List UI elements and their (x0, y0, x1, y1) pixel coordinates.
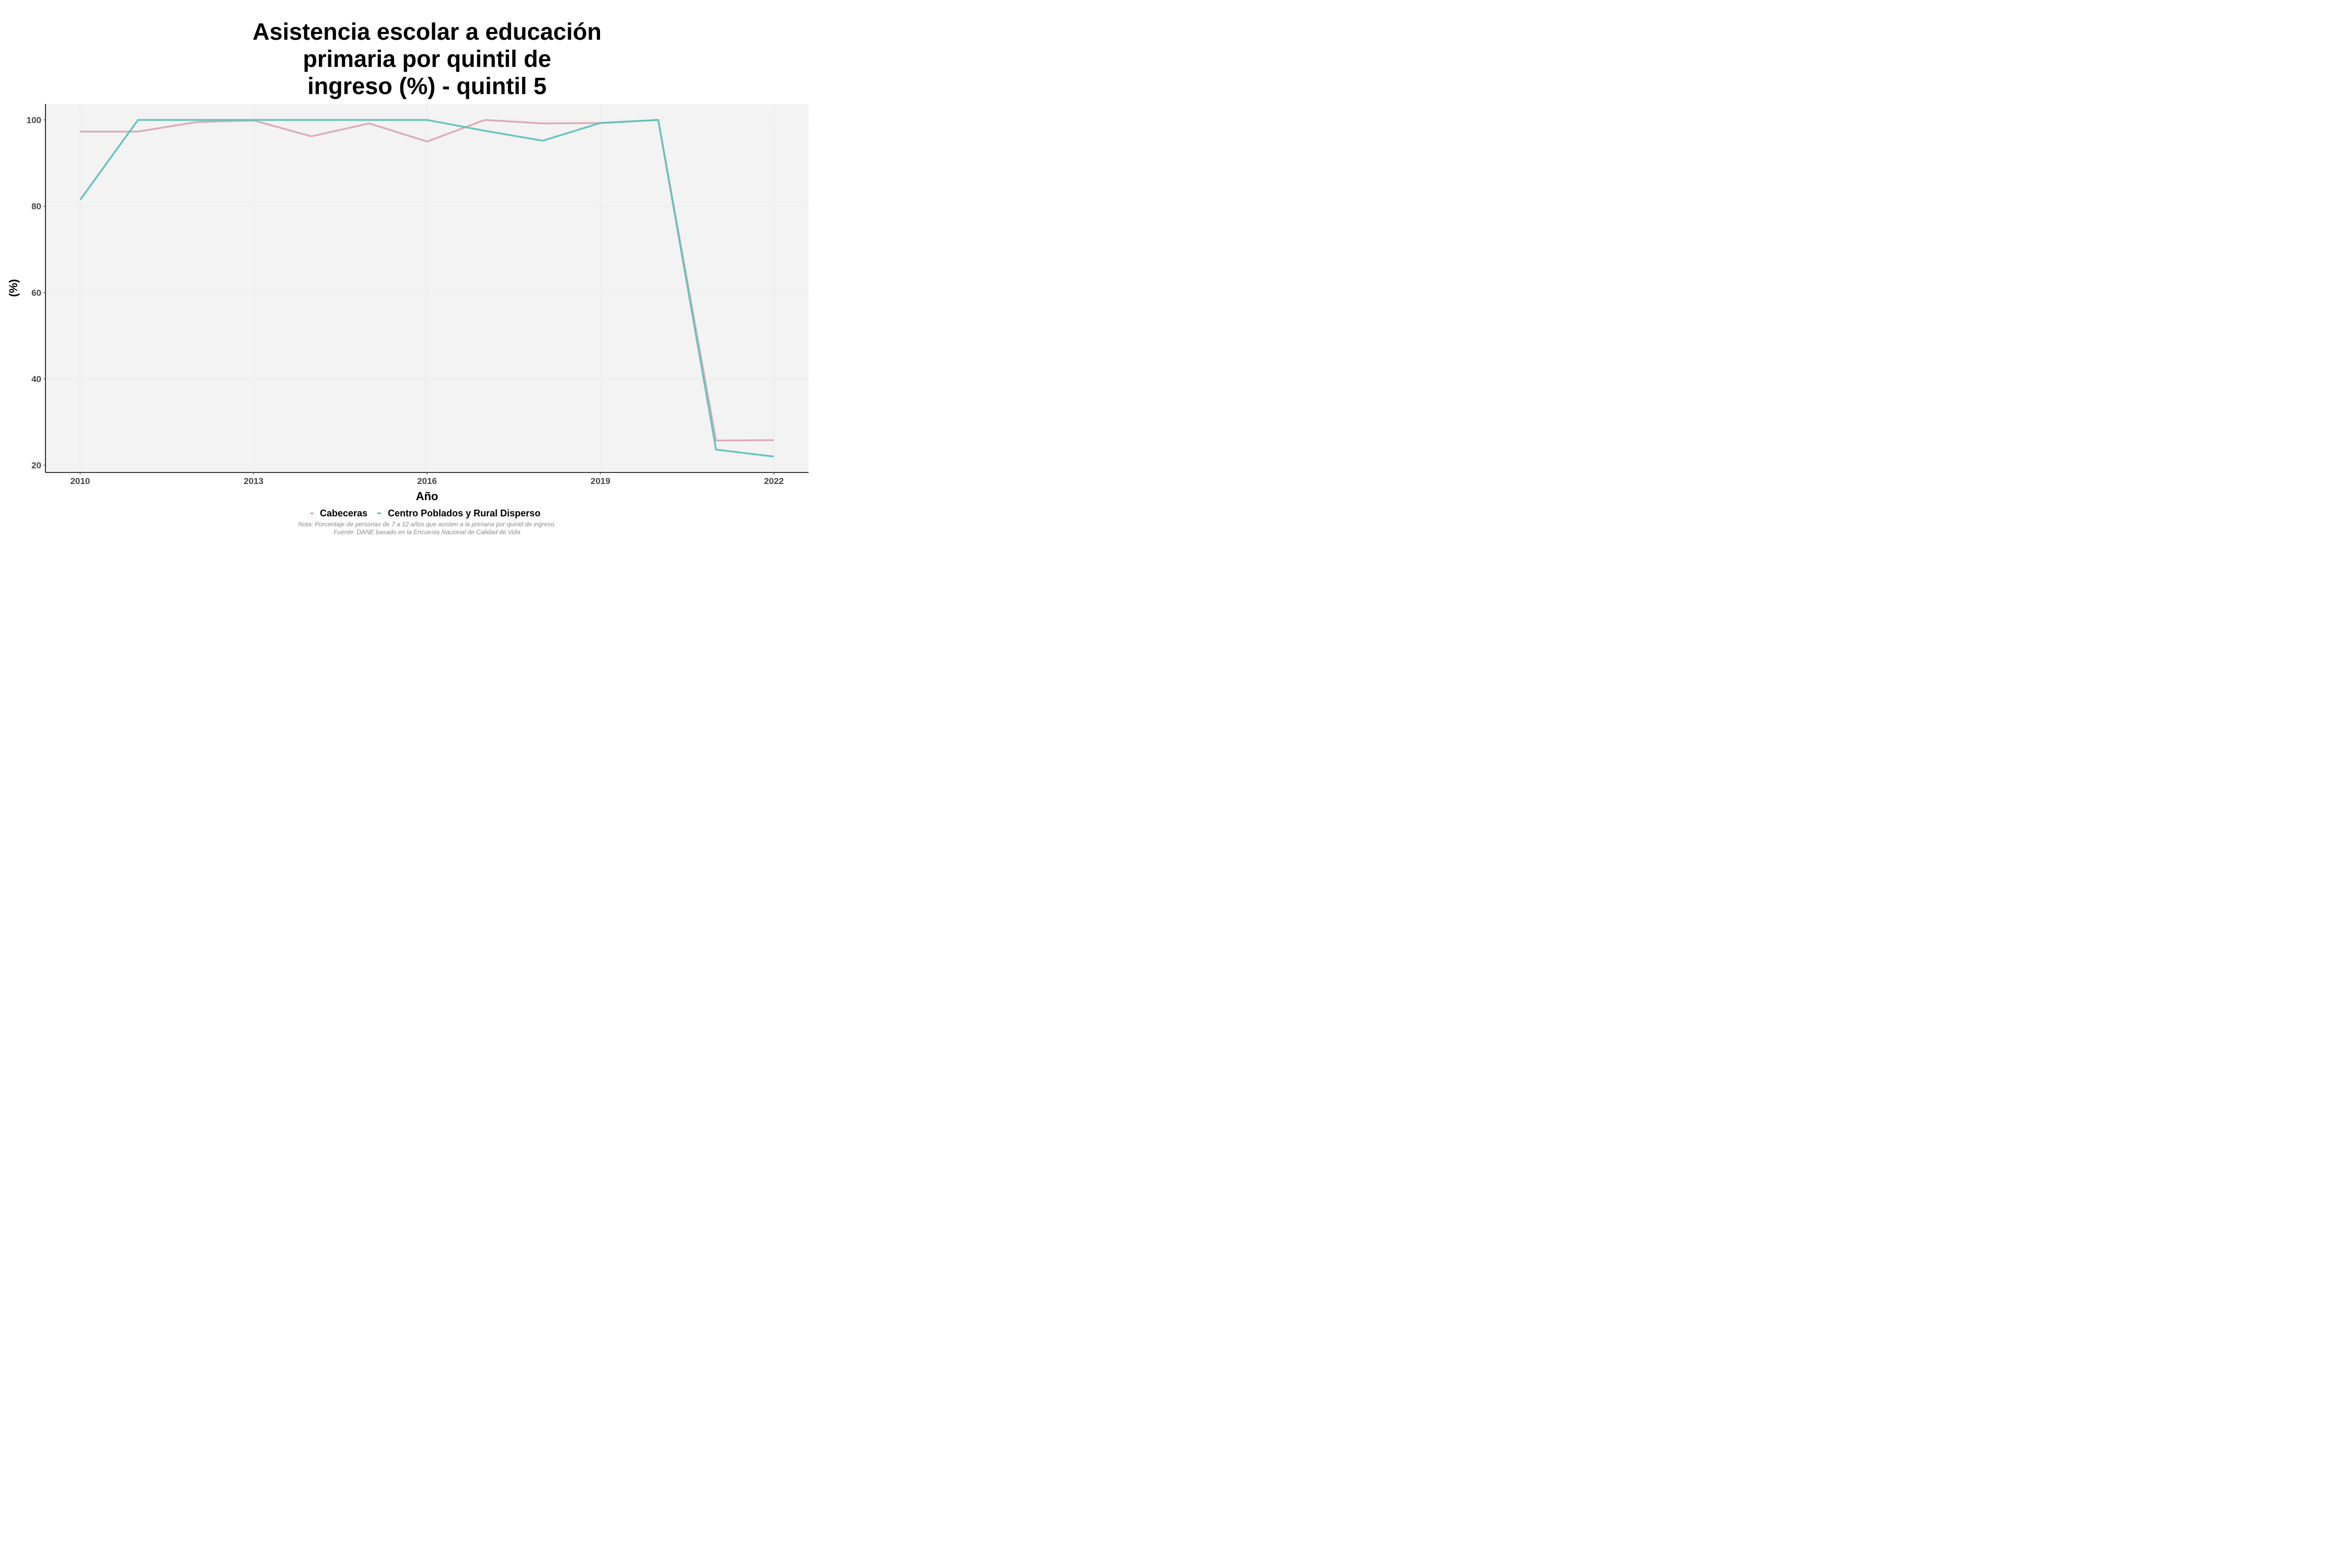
y-axis-ticks: 20 40 60 80 100 (27, 116, 45, 470)
series-lines (79, 119, 774, 458)
chart-title-line-1: Asistencia escolar a educación (252, 18, 602, 45)
y-axis-title: (%) (7, 279, 20, 297)
chart-source: Fuente: DANE basado en la Encuesta Nacio… (333, 528, 521, 536)
line-chart: Asistencia escolar a educación primaria … (7, 18, 809, 536)
legend: Cabeceras Centro Poblados y Rural Disper… (310, 508, 540, 518)
grid-lines (45, 104, 809, 472)
x-tick-label: 2013 (244, 476, 263, 486)
x-axis-title: Año (416, 490, 439, 503)
chart-title-line-2: primaria por quintil de (303, 45, 551, 72)
x-tick-label: 2019 (591, 476, 610, 486)
y-tick-label: 20 (31, 460, 41, 470)
x-axis-ticks: 2010 2013 2016 2019 2022 (70, 472, 784, 486)
x-tick-label: 2016 (417, 476, 437, 486)
y-tick-label: 80 (31, 202, 41, 212)
series-line-1 (79, 119, 774, 458)
chart-title-line-3: ingreso (%) - quintil 5 (307, 73, 547, 99)
y-tick-label: 100 (27, 116, 41, 125)
x-tick-label: 2022 (764, 476, 784, 486)
legend-label-cabeceras: Cabeceras (320, 508, 367, 518)
legend-label-centro-poblados: Centro Poblados y Rural Disperso (388, 508, 540, 518)
y-tick-label: 40 (31, 374, 41, 384)
x-tick-label: 2010 (70, 476, 90, 486)
y-tick-label: 60 (31, 288, 41, 298)
chart-note: Nota: Porcentaje de personas de 7 a 12 a… (298, 521, 556, 528)
